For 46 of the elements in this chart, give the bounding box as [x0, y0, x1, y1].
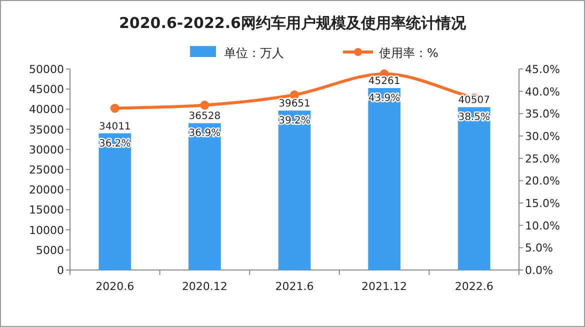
y-tick-label: 15000 — [29, 204, 64, 217]
x-tick-label: 2020.6 — [96, 280, 134, 293]
data-label: 36528 — [188, 111, 221, 122]
y-tick-label: 5000 — [36, 244, 64, 257]
legend-label: 使用率：% — [379, 46, 438, 60]
chart-title: 2020.6-2022.6网约车用户规模及使用率统计情况 — [119, 14, 467, 32]
x-tick-label: 2022.6 — [454, 280, 494, 293]
y2-tick-label: 10.0% — [525, 219, 560, 232]
bar — [278, 110, 311, 270]
y2-tick-label: 25.0% — [525, 152, 560, 166]
x-tick-label: 2021.12 — [362, 280, 408, 293]
y-tick-label: 10000 — [29, 224, 64, 237]
data-label: 43.9% — [368, 93, 400, 104]
data-label: 36.9% — [188, 128, 221, 140]
y-tick-label: 35000 — [29, 123, 64, 136]
y2-tick-label: 5.0% — [525, 242, 553, 255]
data-label: 34011 — [98, 121, 131, 132]
y2-tick-label: 40.0% — [525, 85, 560, 98]
point — [200, 100, 210, 110]
y-tick-label: 20000 — [29, 184, 64, 197]
bar — [368, 88, 400, 270]
legend-label: 单位：万人 — [224, 46, 284, 60]
y-tick-label: 25000 — [29, 164, 64, 176]
y-tick-label: 50000 — [29, 63, 64, 76]
y-tick-label: 30000 — [29, 143, 64, 156]
y2-tick-label: 45.0% — [525, 63, 560, 76]
data-label: 40507 — [458, 95, 490, 106]
bar — [458, 107, 490, 270]
data-label: 36.2% — [99, 138, 131, 150]
y-tick-label: 40000 — [29, 103, 64, 116]
y-tick-label: 0 — [57, 264, 64, 277]
y-tick-label: 45000 — [29, 83, 64, 96]
data-label: 45261 — [368, 76, 400, 88]
data-label: 39651 — [278, 98, 310, 110]
data-label: 38.5% — [458, 112, 490, 124]
y2-tick-label: 0.0% — [525, 264, 553, 277]
y2-tick-label: 20.0% — [525, 174, 560, 188]
y2-tick-label: 35.0% — [525, 108, 560, 121]
bar — [98, 133, 132, 270]
x-tick-label: 2020.12 — [182, 280, 228, 293]
bar — [188, 123, 221, 270]
y2-tick-label: 15.0% — [525, 197, 560, 210]
y2-tick-label: 30.0% — [525, 130, 560, 143]
point — [110, 104, 120, 113]
x-tick-label: 2021.6 — [275, 280, 314, 293]
data-label: 39.2% — [278, 116, 310, 127]
